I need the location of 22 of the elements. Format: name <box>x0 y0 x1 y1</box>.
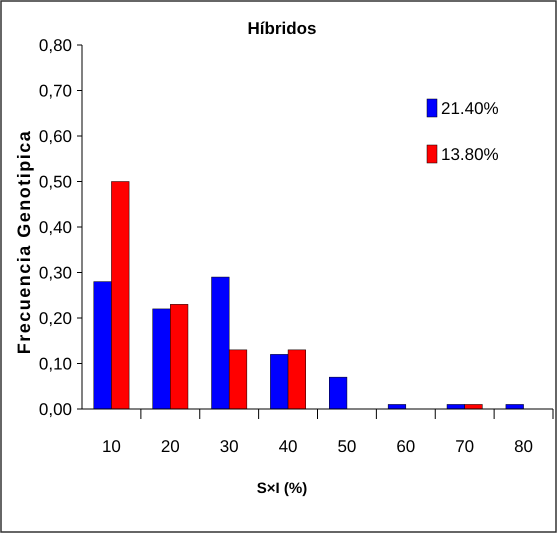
chart-title: Híbridos <box>248 19 316 38</box>
x-tick-label: 30 <box>220 437 239 456</box>
y-axis-title: Frecuencia Genotipica <box>14 130 34 354</box>
y-tick-label: 0,30 <box>38 263 72 282</box>
legend-label: 13.80% <box>441 144 499 164</box>
y-tick-label: 0,20 <box>38 308 72 328</box>
y-tick-label: 0,50 <box>38 172 72 192</box>
x-tick-label: 60 <box>396 437 416 456</box>
x-axis-title: S×I (%) <box>256 480 308 497</box>
y-tick-label: 0,40 <box>38 218 72 237</box>
y-tick-label: 0,80 <box>38 36 72 55</box>
y-tick-label: 0,60 <box>38 126 72 146</box>
x-tick-label: 80 <box>514 437 534 456</box>
y-tick-label: 0,70 <box>38 81 72 100</box>
legend-label: 21.40% <box>441 98 499 118</box>
y-tick-label: 0,10 <box>38 354 72 374</box>
x-tick-label: 40 <box>278 437 298 456</box>
x-tick-label: 50 <box>337 437 356 456</box>
x-tick-label: 20 <box>160 437 180 456</box>
x-tick-label: 70 <box>455 437 474 456</box>
x-tick-label: 10 <box>102 437 121 456</box>
y-tick-label: 0,00 <box>38 400 72 419</box>
